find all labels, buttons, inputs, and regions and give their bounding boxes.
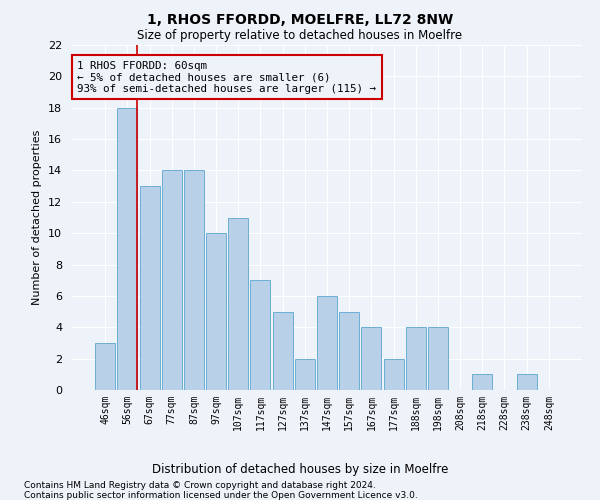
Text: Contains public sector information licensed under the Open Government Licence v3: Contains public sector information licen…: [24, 491, 418, 500]
Bar: [95, 343, 115, 390]
Bar: [428, 328, 448, 390]
Bar: [339, 312, 359, 390]
Bar: [383, 358, 404, 390]
Bar: [162, 170, 182, 390]
Bar: [517, 374, 536, 390]
Bar: [295, 358, 315, 390]
Y-axis label: Number of detached properties: Number of detached properties: [32, 130, 43, 305]
Bar: [118, 108, 137, 390]
Text: Size of property relative to detached houses in Moelfre: Size of property relative to detached ho…: [137, 29, 463, 42]
Bar: [250, 280, 271, 390]
Bar: [140, 186, 160, 390]
Bar: [361, 328, 382, 390]
Text: 1 RHOS FFORDD: 60sqm
← 5% of detached houses are smaller (6)
93% of semi-detache: 1 RHOS FFORDD: 60sqm ← 5% of detached ho…: [77, 60, 376, 94]
Bar: [206, 233, 226, 390]
Bar: [272, 312, 293, 390]
Text: Contains HM Land Registry data © Crown copyright and database right 2024.: Contains HM Land Registry data © Crown c…: [24, 481, 376, 490]
Bar: [472, 374, 492, 390]
Text: Distribution of detached houses by size in Moelfre: Distribution of detached houses by size …: [152, 462, 448, 475]
Bar: [406, 328, 426, 390]
Bar: [317, 296, 337, 390]
Bar: [184, 170, 204, 390]
Bar: [228, 218, 248, 390]
Text: 1, RHOS FFORDD, MOELFRE, LL72 8NW: 1, RHOS FFORDD, MOELFRE, LL72 8NW: [147, 12, 453, 26]
